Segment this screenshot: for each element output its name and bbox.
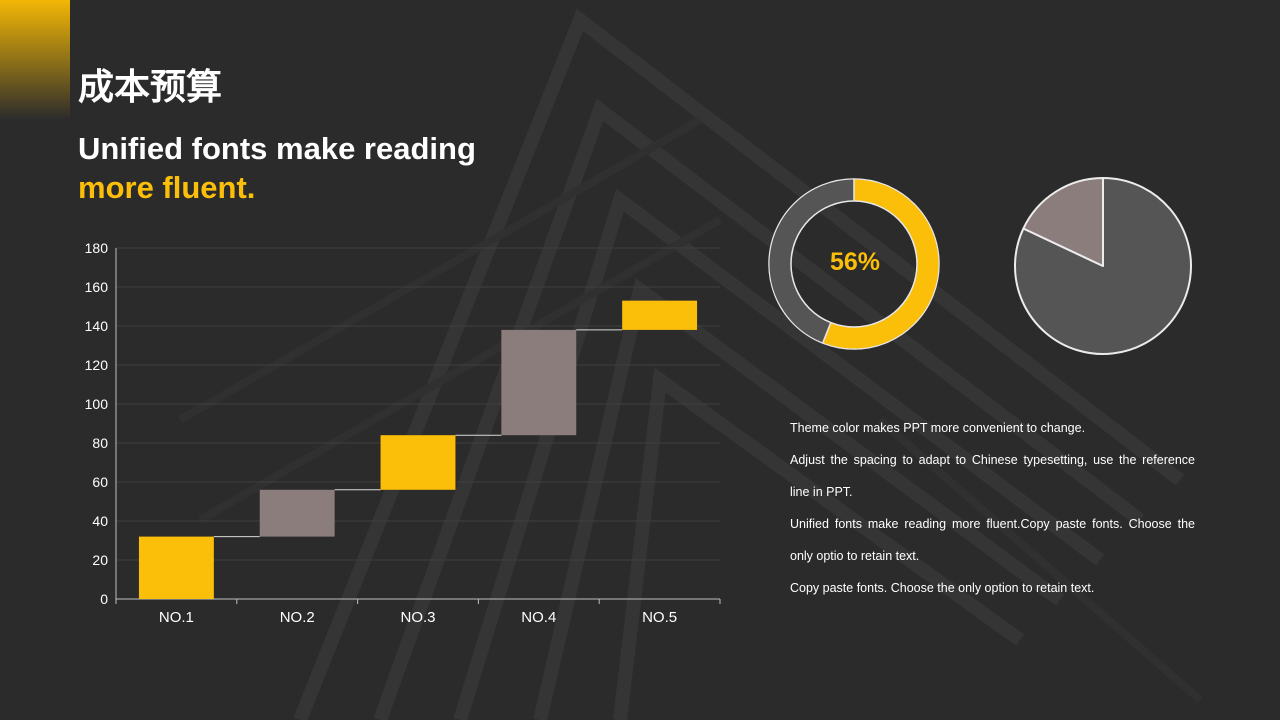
x-category-label: NO.1 xyxy=(159,609,194,626)
y-tick-label: 0 xyxy=(100,591,108,607)
notes-text-block: Theme color makes PPT more convenient to… xyxy=(790,412,1195,604)
donut-inner-border xyxy=(790,200,918,328)
note-line-2: Adjust the spacing to adapt to Chinese t… xyxy=(790,453,1195,499)
accent-bar xyxy=(0,0,70,120)
pie-slice xyxy=(1014,177,1192,355)
note-line-1: Theme color makes PPT more convenient to… xyxy=(790,421,1086,435)
y-tick-label: 80 xyxy=(92,435,108,451)
y-tick-label: 160 xyxy=(85,279,109,295)
subtitle-line-2: more fluent. xyxy=(78,170,256,205)
y-tick-label: 60 xyxy=(92,474,108,490)
waterfall-bar xyxy=(622,300,698,330)
pie-chart xyxy=(1014,177,1192,355)
x-category-label: NO.3 xyxy=(400,609,435,626)
waterfall-bar xyxy=(380,435,456,490)
y-tick-label: 140 xyxy=(85,318,109,334)
donut-chart xyxy=(768,178,940,350)
waterfall-bar xyxy=(259,489,335,537)
waterfall-bar xyxy=(501,329,577,436)
subtitle-line-1: Unified fonts make reading xyxy=(78,131,476,166)
donut-separator xyxy=(822,322,832,343)
x-category-label: NO.4 xyxy=(521,609,556,626)
y-tick-label: 100 xyxy=(85,396,109,412)
donut-percentage-label: 56% xyxy=(829,248,881,276)
waterfall-chart: 0 20 40 60 80 100 120 140 160 180 NO.1 NO.2 NO.3 NO.4… xyxy=(85,240,721,626)
y-tick-label: 120 xyxy=(85,357,109,373)
y-tick-label: 180 xyxy=(85,240,109,256)
waterfall-bar xyxy=(138,536,214,599)
x-category-label: NO.5 xyxy=(642,609,677,626)
y-tick-label: 20 xyxy=(92,552,108,568)
x-category-label: NO.2 xyxy=(280,609,315,626)
slide-title: 成本预算 xyxy=(78,67,223,108)
note-line-4: Copy paste fonts. Choose the only option… xyxy=(790,581,1095,595)
pie-slice xyxy=(1022,177,1104,267)
note-line-3: Unified fonts make reading more fluent.C… xyxy=(790,517,1195,563)
y-tick-label: 40 xyxy=(92,513,108,529)
donut-outer-border xyxy=(768,178,940,350)
